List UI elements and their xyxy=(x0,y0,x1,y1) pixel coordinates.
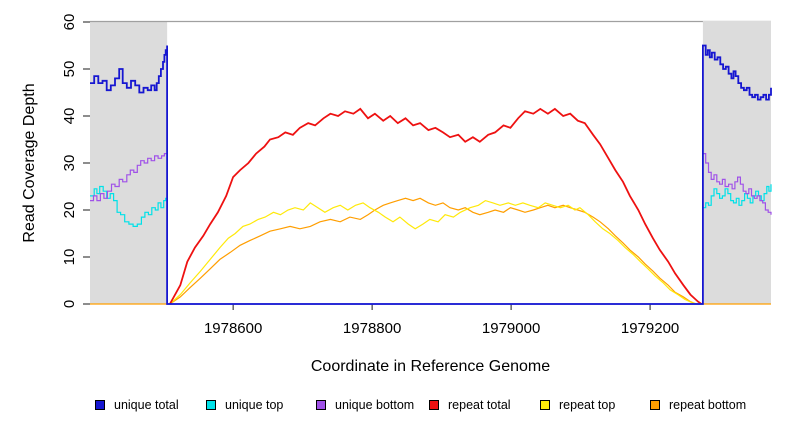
series-line-repeat-top xyxy=(169,199,698,305)
y-tick-label: 0 xyxy=(61,300,78,308)
legend-label: repeat top xyxy=(559,398,616,412)
series-line-repeat-bottom xyxy=(90,197,771,305)
x-tick-label: 1979000 xyxy=(482,320,540,337)
legend-swatch-icon xyxy=(650,400,660,410)
y-tick-label: 50 xyxy=(61,61,78,78)
shaded-region-left xyxy=(90,21,168,304)
legend-item-unique-bottom: unique bottom xyxy=(316,398,414,412)
series-line-unique-bottom xyxy=(90,153,772,305)
series-line-unique-total xyxy=(90,44,772,305)
legend-item-repeat-top: repeat top xyxy=(540,398,615,412)
y-tick-label: 60 xyxy=(61,14,78,31)
y-axis-title: Read Coverage Depth xyxy=(21,83,38,243)
y-tick-label: 20 xyxy=(61,202,78,219)
legend-item-unique-top: unique top xyxy=(206,398,283,412)
x-tick-label: 1978800 xyxy=(343,320,401,337)
legend-label: unique top xyxy=(225,398,284,412)
y-tick-label: 30 xyxy=(61,155,78,172)
legend-label: repeat total xyxy=(448,398,511,412)
x-tick-label: 1978600 xyxy=(204,320,262,337)
x-tick-label: 1979200 xyxy=(621,320,679,337)
legend-swatch-icon xyxy=(540,400,550,410)
series-line-repeat-total xyxy=(169,107,703,305)
x-axis-title: Coordinate in Reference Genome xyxy=(310,358,551,375)
legend-label: repeat bottom xyxy=(669,398,747,412)
legend-swatch-icon xyxy=(95,400,105,410)
legend-swatch-icon xyxy=(429,400,439,410)
legend-swatch-icon xyxy=(316,400,326,410)
legend-item-repeat-bottom: repeat bottom xyxy=(650,398,746,412)
legend-item-unique-total: unique total xyxy=(95,398,179,412)
shaded-region-right xyxy=(702,21,771,304)
legend-swatch-icon xyxy=(206,400,216,410)
legend-label: unique bottom xyxy=(335,398,415,412)
series-line-unique-top xyxy=(90,184,772,305)
y-tick-label: 40 xyxy=(61,108,78,125)
y-tick-label: 10 xyxy=(61,249,78,266)
legend-item-repeat-total: repeat total xyxy=(429,398,511,412)
legend-label: unique total xyxy=(114,398,179,412)
